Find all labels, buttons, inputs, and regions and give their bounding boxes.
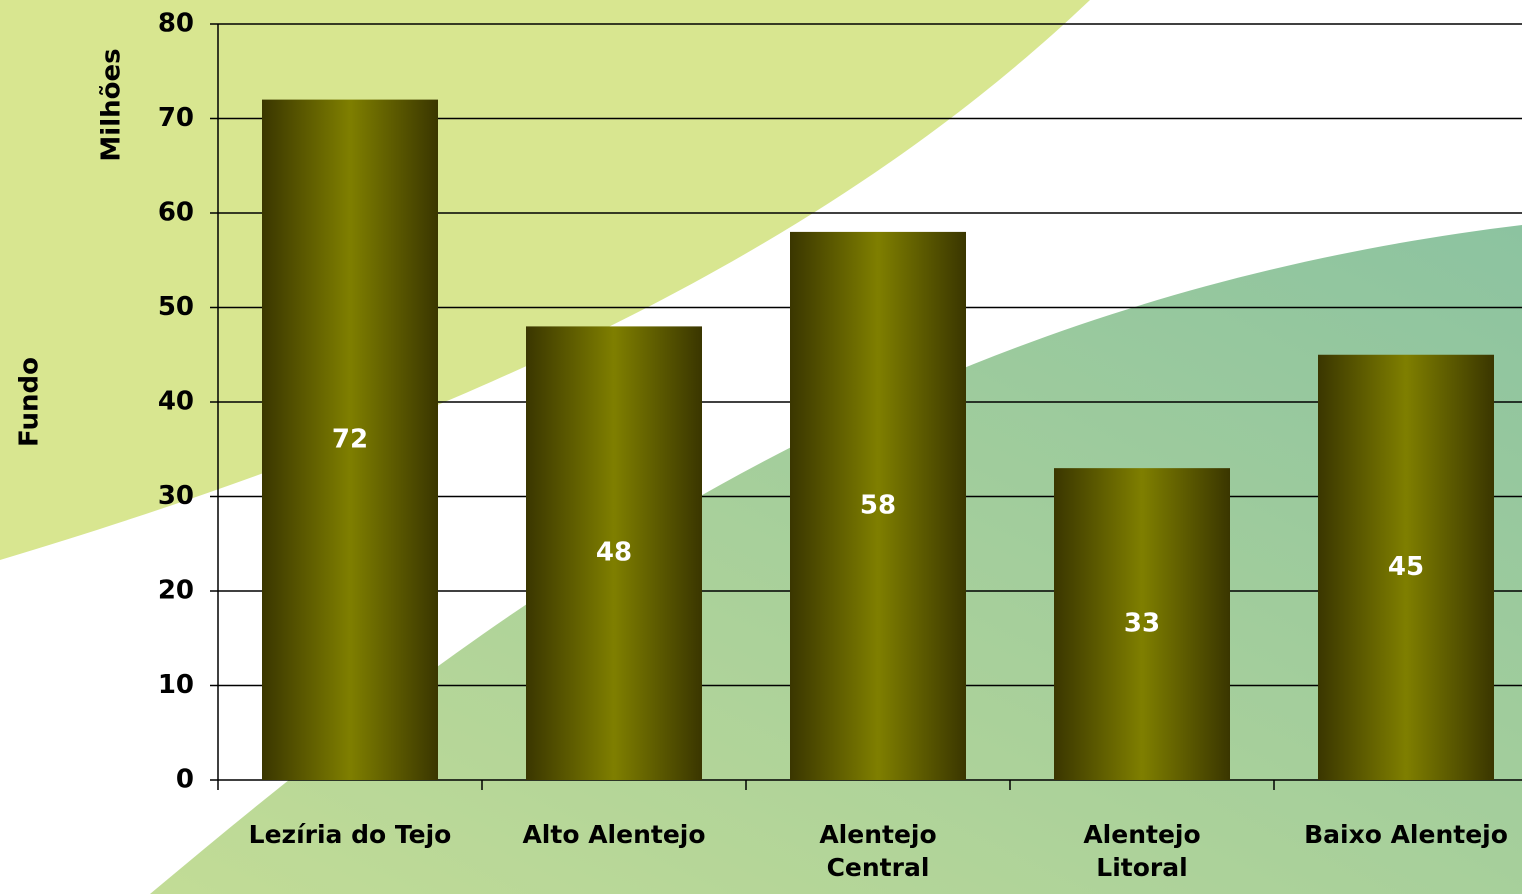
y-tick-label: 30	[158, 481, 194, 511]
data-label: 45	[1388, 552, 1424, 582]
data-label: 58	[860, 490, 896, 520]
x-tick-label: Alto Alentejo	[482, 818, 746, 851]
y-tick-label: 60	[158, 198, 194, 228]
x-tick-label: Alentejo Litoral	[1010, 818, 1274, 884]
y-tick-label: 70	[158, 103, 194, 133]
y-tick-label: 10	[158, 670, 194, 700]
x-tick-label: Lezíria do Tejo	[218, 818, 482, 851]
data-label: 72	[332, 424, 368, 454]
page: Milhões Fundo 0 10 20 30 40 50 60 70 80 72 48 58 33 4…	[0, 0, 1522, 894]
side-label: Fundo	[15, 357, 45, 447]
data-label: 48	[596, 538, 632, 568]
x-tick-label: Alentejo Central	[746, 818, 1010, 884]
y-tick-label: 20	[158, 576, 194, 606]
chart: Milhões Fundo 0 10 20 30 40 50 60 70 80 72 48 58 33 4…	[0, 0, 1522, 894]
x-tick-label: Baixo Alentejo	[1274, 818, 1522, 851]
y-tick-label: 80	[158, 9, 194, 39]
y-axis-label: Milhões	[97, 48, 127, 161]
y-tick-label: 40	[158, 387, 194, 417]
y-tick-label: 50	[158, 292, 194, 322]
y-tick-label: 0	[176, 765, 194, 795]
data-label: 33	[1124, 609, 1160, 639]
